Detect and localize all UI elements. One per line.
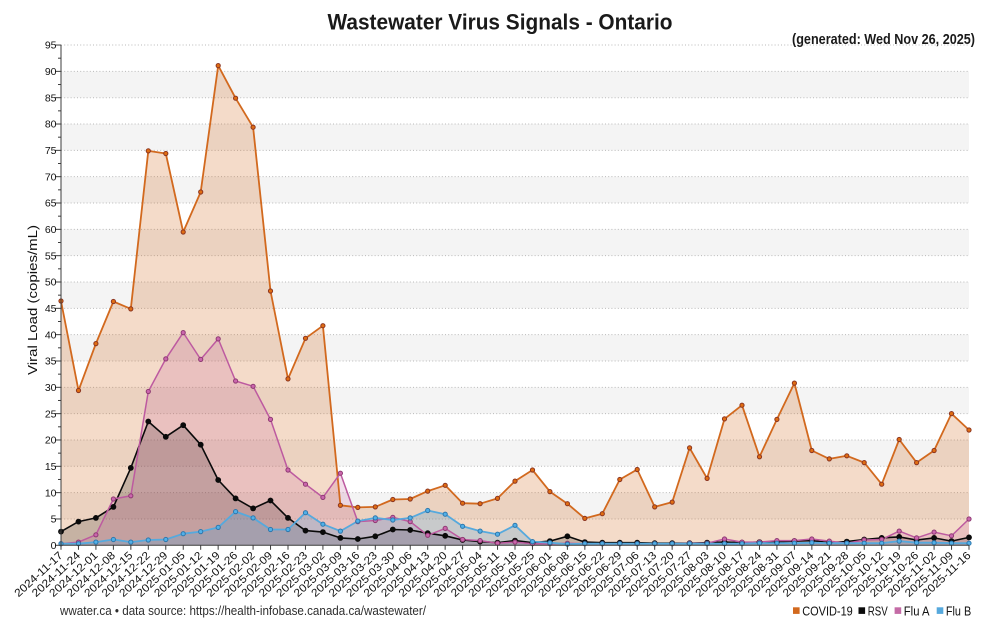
svg-text:10: 10	[45, 487, 57, 499]
svg-text:Flu B: Flu B	[946, 604, 971, 619]
svg-text:40: 40	[45, 329, 57, 341]
svg-text:(generated: Wed Nov 26, 2025): (generated: Wed Nov 26, 2025)	[792, 31, 975, 48]
svg-text:Viral Load (copies/mL): Viral Load (copies/mL)	[25, 225, 40, 375]
svg-text:COVID-19: COVID-19	[802, 604, 853, 619]
svg-text:wwater.ca • data source: https: wwater.ca • data source: https://health-…	[59, 604, 426, 618]
svg-text:30: 30	[45, 382, 57, 394]
svg-text:45: 45	[45, 303, 57, 315]
svg-text:60: 60	[45, 224, 57, 236]
svg-text:5: 5	[51, 514, 57, 526]
svg-text:90: 90	[45, 66, 57, 78]
svg-text:75: 75	[45, 145, 57, 157]
svg-text:Flu A: Flu A	[904, 604, 930, 619]
svg-text:RSV: RSV	[868, 604, 888, 619]
svg-text:85: 85	[45, 92, 57, 104]
svg-text:35: 35	[45, 356, 57, 368]
svg-text:20: 20	[45, 435, 57, 447]
svg-text:65: 65	[45, 198, 57, 210]
svg-text:15: 15	[45, 461, 57, 473]
svg-text:80: 80	[45, 119, 57, 131]
svg-text:Wastewater Virus Signals - Ont: Wastewater Virus Signals - Ontario	[328, 10, 673, 35]
svg-text:70: 70	[45, 171, 57, 183]
svg-text:95: 95	[45, 40, 57, 52]
svg-text:0: 0	[51, 540, 57, 552]
svg-text:55: 55	[45, 250, 57, 262]
svg-text:50: 50	[45, 277, 57, 289]
svg-text:25: 25	[45, 408, 57, 420]
